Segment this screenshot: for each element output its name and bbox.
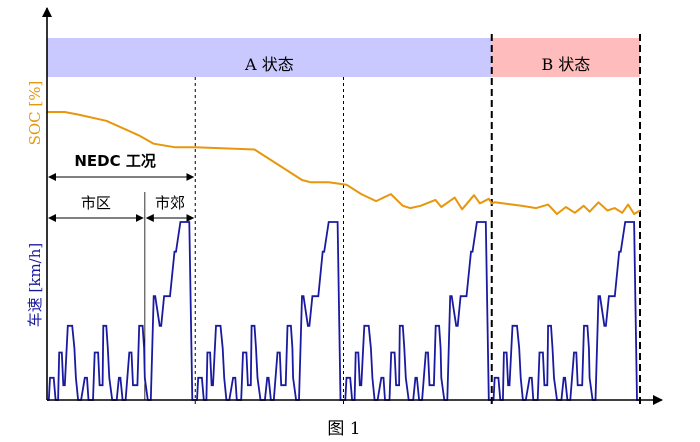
state-band-b <box>491 38 640 77</box>
suburban-label: 市郊 <box>155 194 185 212</box>
state-band-a <box>47 38 492 77</box>
soc-series-line <box>47 111 641 215</box>
state-band-a-label: A 状态 <box>244 55 294 74</box>
state-band-b-label: B 状态 <box>541 55 590 74</box>
nedc-annotation: NEDC 工况 <box>48 152 195 181</box>
urban-annotation: 市区 <box>48 194 144 222</box>
speed-axis-label: 车速 [km/h] <box>26 243 44 328</box>
figure-caption: 图 1 <box>327 419 360 439</box>
urban-label: 市区 <box>81 194 111 212</box>
nedc-label: NEDC 工况 <box>74 152 155 170</box>
soc-axis-label: SOC [%] <box>26 81 44 146</box>
cycle-boundaries <box>194 34 641 404</box>
